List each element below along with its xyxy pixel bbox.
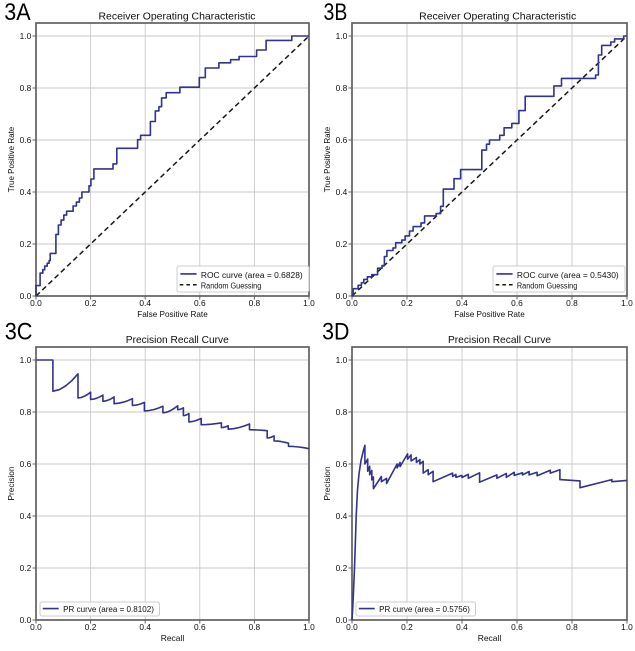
svg-text:0.6: 0.6: [194, 299, 206, 308]
svg-text:0.0: 0.0: [346, 623, 358, 632]
svg-text:Precision Recall Curve: Precision Recall Curve: [448, 335, 551, 346]
svg-text:0.8: 0.8: [20, 84, 32, 93]
svg-text:Random Guessing: Random Guessing: [201, 281, 261, 290]
svg-text:False Positive Rate: False Positive Rate: [137, 310, 208, 319]
svg-text:3A: 3A: [4, 0, 30, 26]
svg-text:Precision Recall Curve: Precision Recall Curve: [126, 335, 229, 346]
svg-text:Precision: Precision: [7, 467, 16, 501]
svg-text:1.0: 1.0: [303, 623, 315, 632]
svg-text:False Positive Rate: False Positive Rate: [454, 310, 525, 319]
svg-text:0.2: 0.2: [20, 564, 32, 573]
svg-text:0.0: 0.0: [346, 299, 358, 308]
svg-text:0.4: 0.4: [456, 299, 468, 308]
svg-text:ROC curve (area = 0.5430): ROC curve (area = 0.5430): [517, 271, 619, 280]
svg-text:0.8: 0.8: [566, 299, 578, 308]
svg-text:0.2: 0.2: [85, 623, 97, 632]
svg-text:0.6: 0.6: [20, 460, 32, 469]
svg-text:0.8: 0.8: [336, 84, 348, 93]
svg-text:0.6: 0.6: [336, 136, 348, 145]
svg-text:1.0: 1.0: [336, 356, 348, 365]
svg-text:0.6: 0.6: [20, 136, 32, 145]
svg-text:0.8: 0.8: [249, 299, 261, 308]
svg-text:ROC curve (area = 0.6828): ROC curve (area = 0.6828): [201, 271, 303, 280]
svg-text:Recall: Recall: [478, 634, 502, 643]
svg-text:0.2: 0.2: [336, 240, 348, 249]
svg-text:Receiver Operating Characteris: Receiver Operating Characteristic: [419, 12, 576, 23]
svg-text:1.0: 1.0: [20, 32, 32, 41]
svg-text:0.4: 0.4: [20, 188, 32, 197]
svg-text:PR curve (area = 0.8102): PR curve (area = 0.8102): [63, 605, 154, 614]
svg-text:0.4: 0.4: [139, 299, 151, 308]
svg-text:0.8: 0.8: [336, 408, 348, 417]
svg-text:Random Guessing: Random Guessing: [517, 281, 577, 290]
svg-text:0.6: 0.6: [511, 623, 523, 632]
svg-text:1.0: 1.0: [621, 299, 633, 308]
svg-text:Receiver Operating Characteris: Receiver Operating Characteristic: [99, 12, 256, 23]
svg-text:Precision: Precision: [323, 467, 332, 501]
svg-text:0.8: 0.8: [566, 623, 578, 632]
svg-text:0.4: 0.4: [139, 623, 151, 632]
svg-text:1.0: 1.0: [303, 299, 315, 308]
svg-text:0.0: 0.0: [20, 616, 32, 625]
svg-text:0.0: 0.0: [30, 299, 42, 308]
svg-text:0.2: 0.2: [20, 240, 32, 249]
svg-text:Recall: Recall: [161, 634, 185, 643]
svg-text:0.6: 0.6: [511, 299, 523, 308]
svg-text:1.0: 1.0: [20, 356, 32, 365]
svg-text:0.4: 0.4: [336, 512, 348, 521]
svg-text:0.0: 0.0: [336, 616, 348, 625]
svg-text:0.2: 0.2: [85, 299, 97, 308]
svg-text:0.4: 0.4: [456, 623, 468, 632]
svg-text:0.0: 0.0: [20, 292, 32, 301]
svg-text:3D: 3D: [322, 318, 349, 345]
svg-text:True Positive Rate: True Positive Rate: [7, 126, 16, 192]
svg-text:0.4: 0.4: [336, 188, 348, 197]
svg-text:True Positive Rate: True Positive Rate: [323, 126, 332, 192]
svg-text:0.6: 0.6: [336, 460, 348, 469]
svg-text:0.8: 0.8: [20, 408, 32, 417]
svg-text:3C: 3C: [5, 318, 33, 345]
svg-text:0.8: 0.8: [249, 623, 261, 632]
svg-text:3B: 3B: [324, 0, 348, 26]
svg-text:1.0: 1.0: [336, 32, 348, 41]
svg-text:0.2: 0.2: [401, 623, 413, 632]
svg-text:0.6: 0.6: [194, 623, 206, 632]
svg-text:0.0: 0.0: [336, 292, 348, 301]
svg-text:0.2: 0.2: [336, 564, 348, 573]
svg-text:0.0: 0.0: [30, 623, 42, 632]
svg-text:0.2: 0.2: [401, 299, 413, 308]
svg-text:1.0: 1.0: [621, 623, 633, 632]
svg-text:PR curve (area = 0.5756): PR curve (area = 0.5756): [379, 605, 470, 614]
svg-text:0.4: 0.4: [20, 512, 32, 521]
